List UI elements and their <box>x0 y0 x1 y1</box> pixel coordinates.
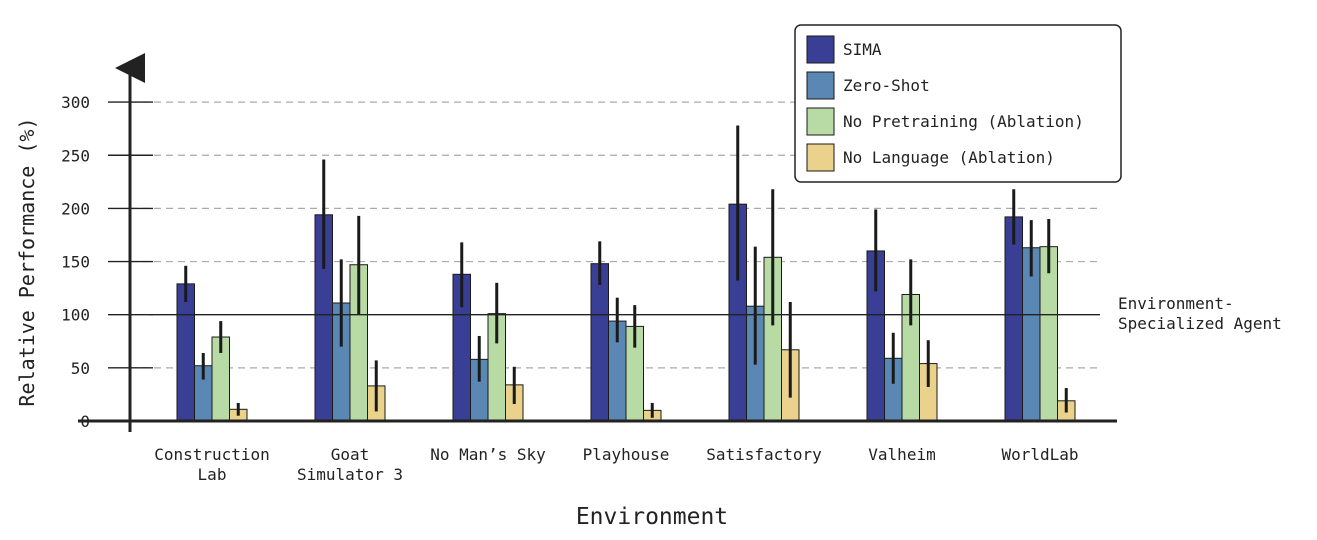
bar <box>590 263 609 422</box>
y-axis-ticks: 050100150200250300 <box>61 93 153 431</box>
y-tick-label: 100 <box>61 306 90 325</box>
x-category-label: Satisfactory <box>706 445 822 464</box>
legend: SIMA Zero-Shot No Pretraining (Ablation) No… <box>794 24 1122 183</box>
x-category-label: Construction Lab <box>154 445 270 484</box>
reference-line-label-line: Environment- <box>1118 294 1234 313</box>
legend-label: Zero-Shot <box>843 76 930 95</box>
x-category-label-line: Simulator 3 <box>297 465 403 484</box>
y-tick-label: 150 <box>61 253 90 272</box>
x-category-label-line: No Man’s Sky <box>430 445 546 464</box>
reference-line-group: Environment-Specialized Agent <box>150 294 1282 333</box>
x-category-label: No Man’s Sky <box>430 445 546 464</box>
x-category-label: Goat Simulator 3 <box>297 445 403 484</box>
x-category-label: WorldLab <box>1001 445 1078 464</box>
legend-label: No Pretraining (Ablation) <box>843 112 1084 131</box>
y-tick-label: 50 <box>71 359 90 378</box>
legend-box <box>794 24 1122 183</box>
x-category-label-line: WorldLab <box>1001 445 1078 464</box>
legend-swatch <box>806 35 835 64</box>
x-category-label-line: Satisfactory <box>706 445 822 464</box>
reference-line-label: Environment-Specialized Agent <box>1118 294 1282 333</box>
legend-label: SIMA <box>843 40 882 59</box>
x-category-label: Playhouse <box>583 445 670 464</box>
axes <box>78 53 1117 432</box>
legend-swatch <box>806 143 835 172</box>
bar <box>176 283 195 422</box>
y-tick-label: 200 <box>61 199 90 218</box>
x-category-label-line: Goat <box>331 445 370 464</box>
y-tick-label: 250 <box>61 146 90 165</box>
reference-line-label-line: Specialized Agent <box>1118 314 1282 333</box>
legend-swatch <box>806 71 835 100</box>
x-axis-title: Environment <box>576 504 728 530</box>
bar <box>1004 216 1023 422</box>
y-axis-title: Relative Performance (%) <box>15 118 39 407</box>
bars <box>176 203 1076 422</box>
x-category-label-line: Construction <box>154 445 270 464</box>
x-category-label-line: Playhouse <box>583 445 670 464</box>
x-axis-categories: Construction Lab Goat Simulator 3 No Man’s S… <box>154 445 1078 484</box>
x-category-label-line: Lab <box>198 465 227 484</box>
x-category-label: Valheim <box>868 445 935 464</box>
x-category-label-line: Valheim <box>868 445 935 464</box>
legend-swatch <box>806 107 835 136</box>
error-bars <box>184 125 1068 418</box>
legend-label: No Language (Ablation) <box>843 148 1055 167</box>
y-tick-label: 300 <box>61 93 90 112</box>
